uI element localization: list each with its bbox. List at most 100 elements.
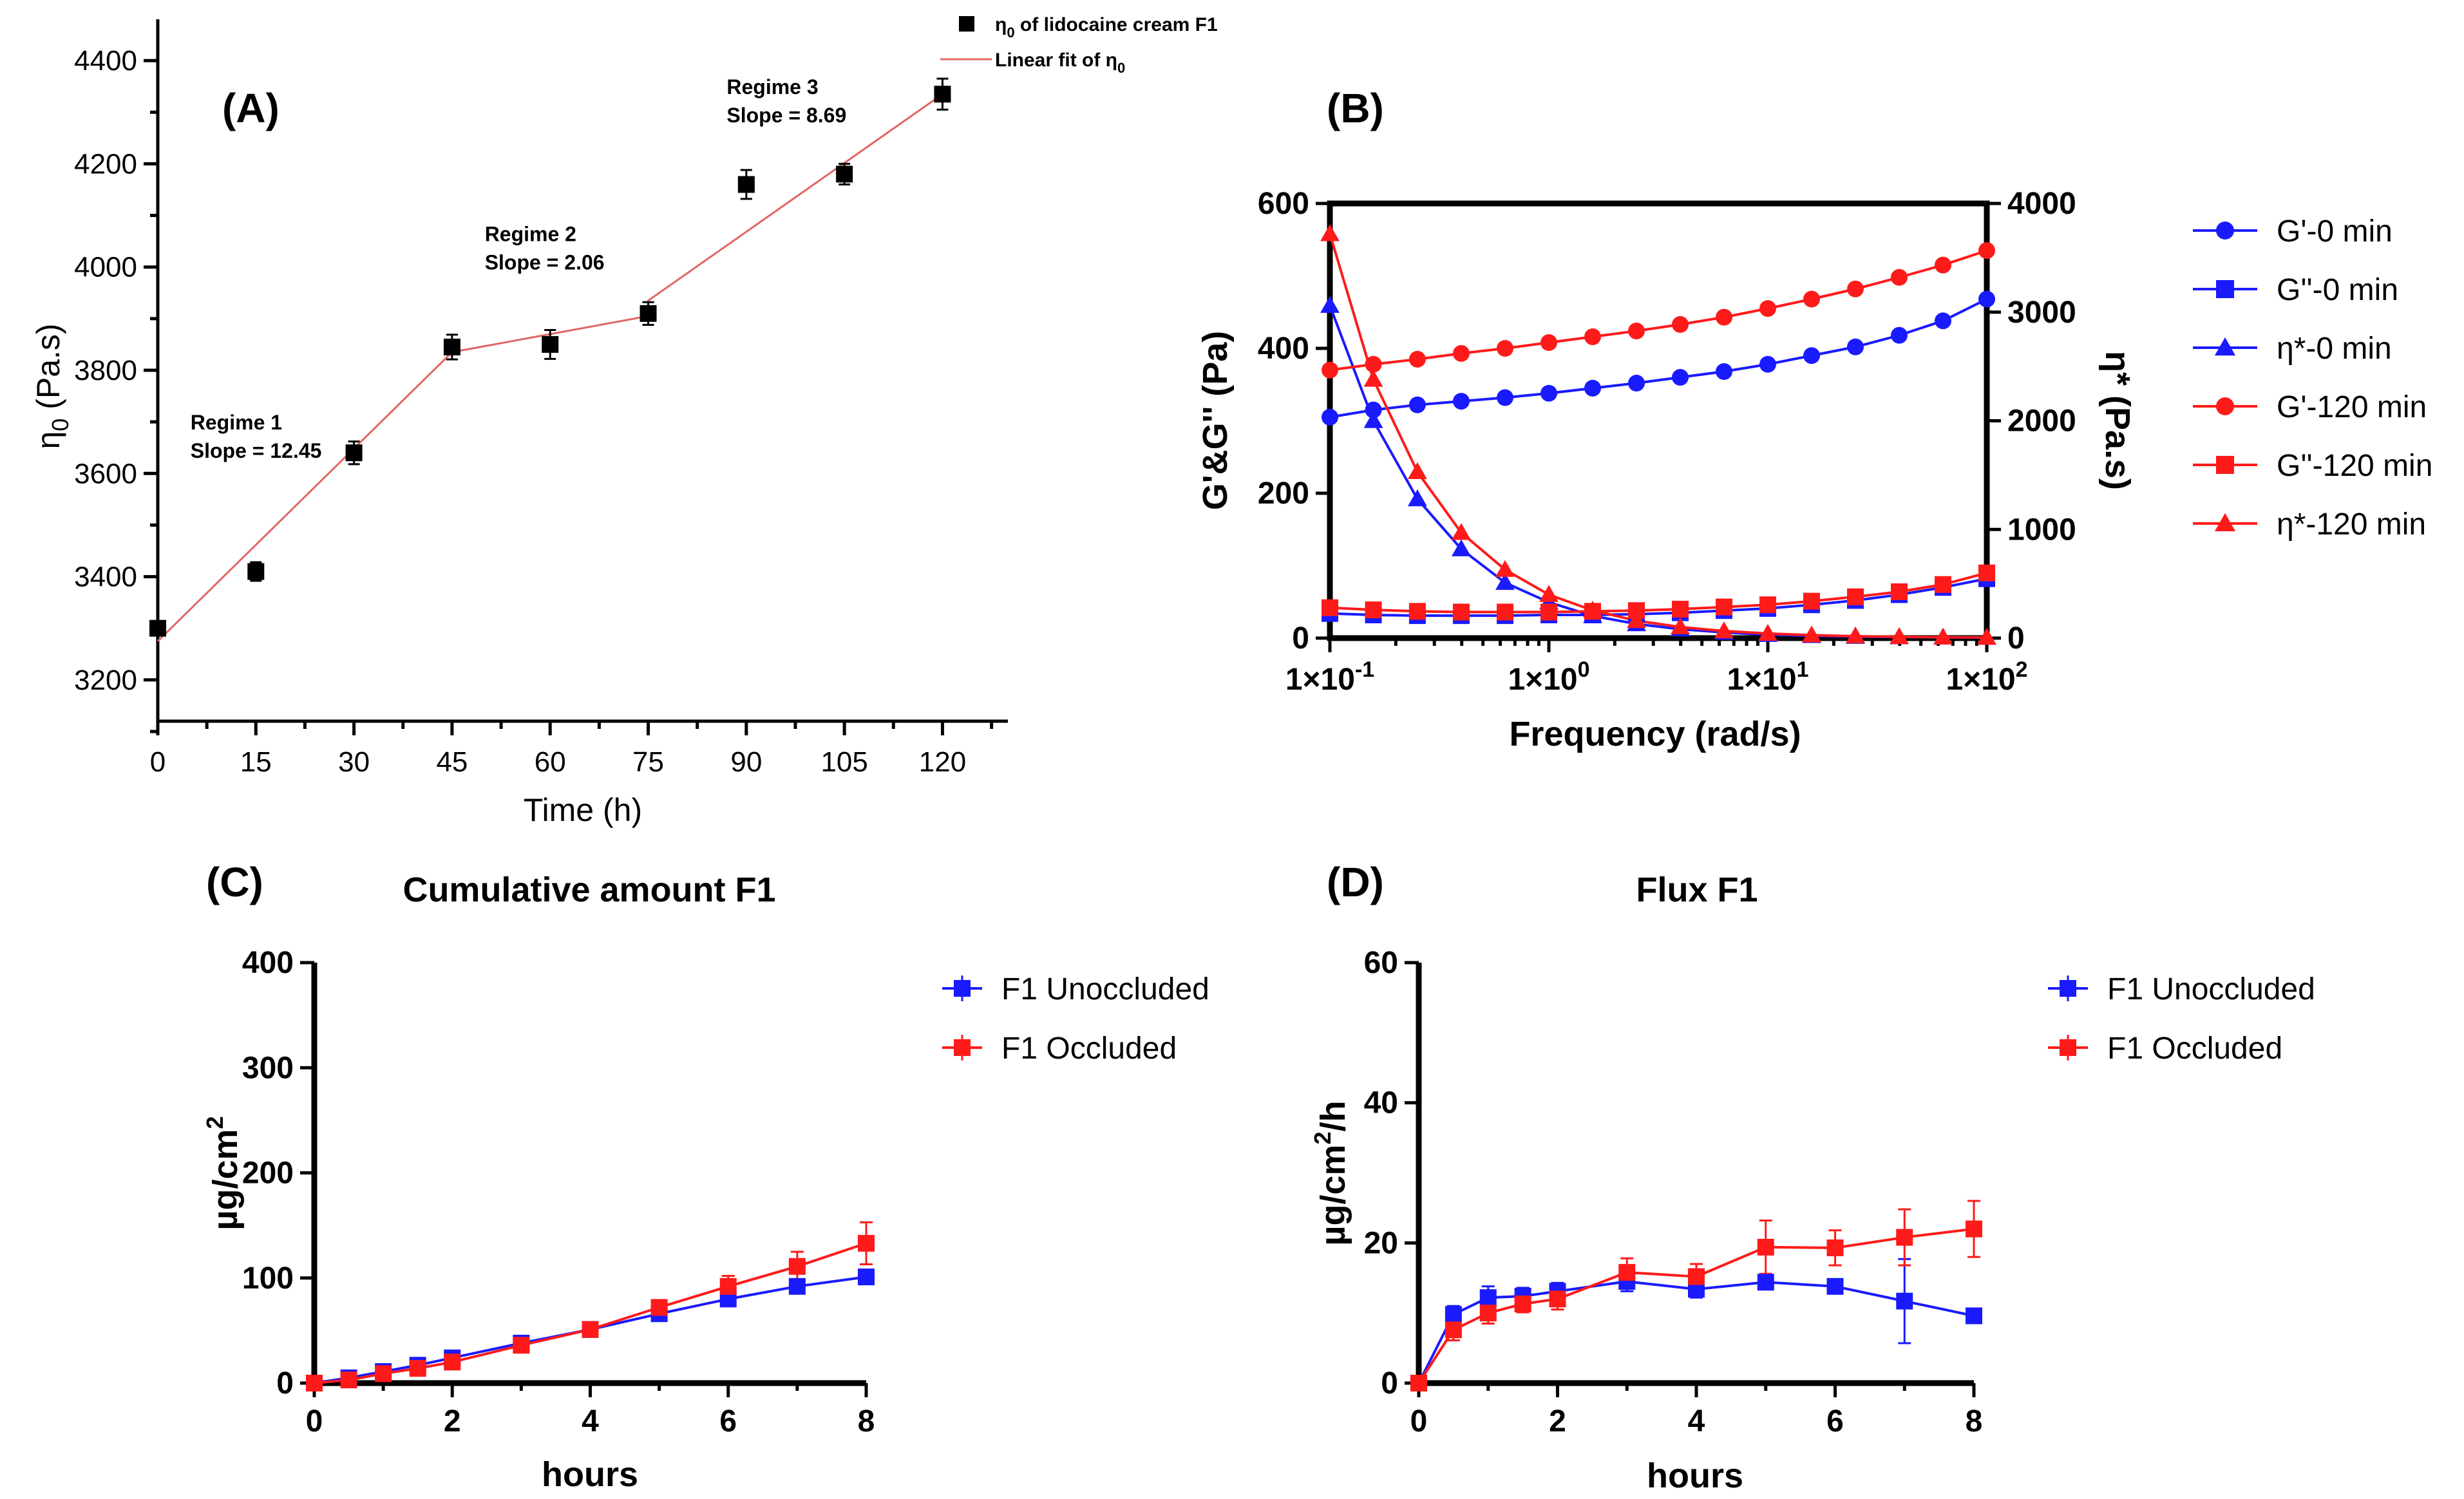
panel-b-point	[1408, 603, 1426, 620]
panel-b-point	[1846, 627, 1865, 644]
panel-a-x-tick-label: 75	[632, 746, 664, 778]
panel-b-legend-label: G'-0 min	[2277, 214, 2393, 249]
panel-b-legend: G'-0 min G''-0 min η*-0 min G'-120 min G''-1…	[2193, 214, 2432, 542]
panel-d-y-tick-label: 0	[1381, 1366, 1398, 1400]
panel-c-legend-marker	[954, 980, 971, 997]
panel-d-x-tick-label: 8	[1966, 1404, 1983, 1438]
panel-a-point	[934, 86, 951, 103]
panel-a-y-tick-label: 3800	[74, 355, 137, 386]
panel-a-x-tick-label: 15	[240, 746, 272, 778]
panel-c-y-tick-label: 300	[242, 1051, 294, 1085]
panel-b-legend-marker	[2216, 222, 2234, 240]
panel-b-point	[1935, 312, 1952, 330]
panel-c-x-label: hours	[542, 1455, 638, 1494]
panel-b-point	[1935, 576, 1952, 593]
panel-a-y-tick-label: 4200	[74, 148, 137, 180]
panel-a-annotation-title: Regime 3	[726, 75, 818, 99]
panel-b-frame	[1327, 200, 1990, 641]
panel-a-annotation-slope: Slope = 8.69	[726, 104, 846, 127]
panel-d-point	[1896, 1292, 1913, 1310]
panel-b-tag: (B)	[1327, 85, 1384, 131]
panel-a-x-tick-label: 30	[338, 746, 370, 778]
panel-d-point	[1966, 1220, 1982, 1238]
panel-b-point	[1363, 370, 1383, 387]
panel-b-y-right-label: η* (Pa.s)	[2098, 351, 2137, 490]
panel-b-legend-label: η*-120 min	[2277, 507, 2426, 542]
panel-b-point	[1540, 334, 1557, 351]
panel-a-x-tick-label: 60	[535, 746, 566, 778]
panel-b-point	[1495, 560, 1515, 577]
panel-b-y-right-tick-label: 3000	[2007, 296, 2076, 330]
panel-a-point	[640, 305, 657, 322]
panel-b-point	[1890, 583, 1908, 600]
panel-c-series-line	[314, 1241, 867, 1384]
panel-d-y-tick-label: 20	[1364, 1226, 1398, 1260]
panel-c-point	[375, 1365, 392, 1382]
panel-a-y-tick-label: 4000	[74, 252, 137, 283]
panel-b-y-left-label: G'&G'' (Pa)	[1196, 331, 1235, 511]
panel-d-x-tick-label: 4	[1688, 1404, 1705, 1438]
panel-b-x-label: Frequency (rad/s)	[1509, 715, 1801, 753]
panel-c-y-label: µg/cm2	[202, 1116, 245, 1230]
panel-c-point	[513, 1337, 530, 1354]
panel-b-series-line	[1329, 571, 1987, 614]
panel-b-series-line	[1329, 297, 1987, 419]
panel-c-point	[650, 1299, 668, 1316]
panel-b-point	[1671, 601, 1689, 618]
panel-d-point	[1479, 1305, 1497, 1322]
panel-b-point	[1363, 411, 1383, 428]
panel-b-point	[1584, 328, 1602, 345]
panel-b-point	[1714, 621, 1734, 639]
panel-b-legend-marker	[2216, 280, 2234, 298]
panel-b-point	[1628, 323, 1645, 339]
panel-b-point	[1977, 628, 1996, 645]
panel-d-legend-label: F1 Occluded	[2107, 1032, 2282, 1066]
panel-d-x-tick-label: 6	[1826, 1404, 1844, 1438]
panel-c-point	[444, 1353, 461, 1371]
panel-b-point	[1716, 308, 1733, 326]
panel-a-fit-line	[156, 93, 943, 642]
panel-d-x-tick-label: 2	[1549, 1404, 1566, 1438]
panel-c-x-tick-label: 0	[306, 1404, 323, 1438]
panel-b-point	[1408, 350, 1426, 368]
panel-a-annotation-slope: Slope = 12.45	[191, 439, 322, 462]
panel-c-legend: F1 Unoccluded F1 Occluded	[942, 972, 1209, 1066]
panel-d-point	[1757, 1238, 1774, 1256]
panel-b-y-left-tick-label: 600	[1258, 187, 1309, 221]
panel-a-legend-label-1: Linear fit of η0	[995, 50, 1125, 76]
panel-c-point	[409, 1360, 426, 1377]
panel-c-point	[788, 1258, 806, 1275]
panel-b-point	[1890, 627, 1909, 645]
panel-b-point	[1497, 340, 1514, 357]
panel-b-point	[1320, 296, 1340, 313]
panel-b-point	[1408, 396, 1426, 413]
panel-a-y-label: η0 (Pa.s)	[30, 323, 73, 449]
panel-c-title: Cumulative amount F1	[403, 871, 775, 909]
panel-c-y-tick-label: 0	[276, 1366, 294, 1400]
panel-b-point	[1452, 393, 1470, 410]
panel-a-y-tick-label: 3200	[74, 665, 137, 696]
panel-b-point	[1583, 601, 1602, 618]
panel-b-point	[1627, 611, 1646, 628]
panel-c-y-tick-label: 100	[242, 1261, 294, 1296]
panel-c-point	[858, 1268, 875, 1286]
panel-b-point	[1759, 596, 1776, 614]
panel-b-point	[1628, 375, 1645, 391]
panel-b-y-right-tick-label: 2000	[2007, 404, 2076, 438]
panel-b-series-line	[1329, 305, 1987, 639]
panel-b-y-right-tick-label: 4000	[2007, 187, 2076, 221]
panel-a-y-tick-label: 4400	[74, 45, 137, 77]
panel-b-point	[1452, 603, 1470, 621]
panel-b-series-line	[1329, 233, 1987, 639]
panel-a-x-label: Time (h)	[524, 792, 642, 828]
panel-c-x-tick-label: 2	[444, 1404, 461, 1438]
panel-d-y-tick-label: 40	[1364, 1086, 1398, 1120]
panel-c-x-tick-label: 4	[582, 1404, 599, 1438]
panel-b-point	[1365, 401, 1382, 419]
panel-d-point	[1479, 1289, 1497, 1306]
panel-b-point	[1759, 355, 1776, 373]
panel-a-annotation-title: Regime 1	[191, 411, 282, 434]
panel-a-point	[836, 165, 853, 183]
panel-b-x-tick-label: 1×10-1	[1285, 657, 1374, 697]
